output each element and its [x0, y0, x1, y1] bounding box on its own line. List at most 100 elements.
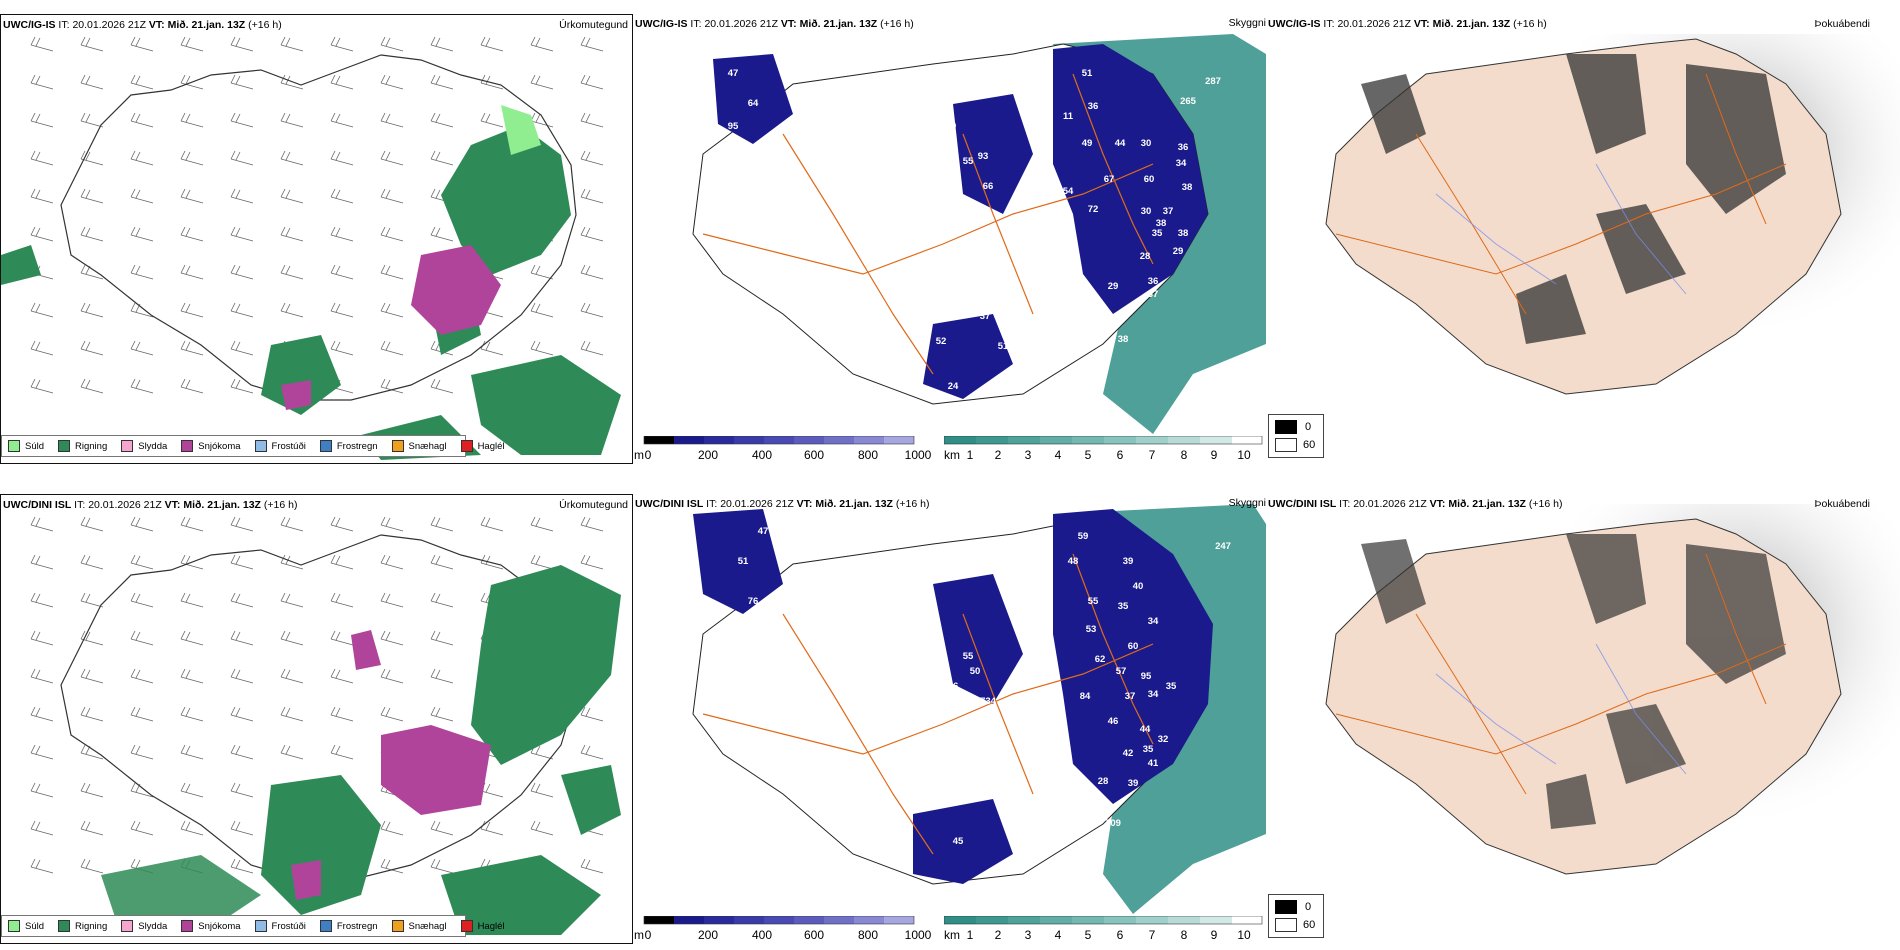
visibility-value-label: 35	[1166, 681, 1177, 692]
visibility-value-label: 62	[1095, 654, 1106, 665]
wind-barb	[180, 820, 204, 836]
wind-barb	[380, 264, 404, 280]
panel-type-title: Úrkomutegund	[559, 499, 628, 511]
visibility-value-label: 35	[1118, 601, 1129, 612]
wind-barb	[430, 150, 454, 166]
swatch-icon	[460, 440, 473, 452]
wind-barb	[180, 302, 204, 318]
wind-barb	[130, 74, 154, 90]
visibility-value-label: 39	[1128, 778, 1139, 789]
wind-barb	[330, 36, 354, 52]
wind-barb	[230, 74, 254, 90]
wind-barb	[30, 706, 54, 722]
legend-item: Haglél	[460, 920, 505, 932]
wind-barb	[230, 36, 254, 52]
wind-barb	[530, 36, 554, 52]
fog-legend-row2: 0 60	[1268, 894, 1324, 938]
wind-barb	[80, 340, 104, 356]
wind-barb	[80, 668, 104, 684]
wind-barb	[380, 74, 404, 90]
visibility-value-label: 51	[738, 556, 749, 567]
wind-barb	[580, 112, 604, 128]
tick-label: 6	[1116, 928, 1124, 942]
wind-barb	[280, 264, 304, 280]
fog-legend-dark-label: 0	[1305, 421, 1312, 433]
visibility-value-label: 55	[1088, 596, 1099, 607]
visibility-value-label: 49	[1082, 138, 1093, 149]
wind-barb	[530, 554, 554, 570]
wind-barb	[580, 858, 604, 874]
wind-barb	[230, 378, 254, 394]
wind-barb	[430, 516, 454, 532]
panel-type-title: Þokuábendi	[1814, 498, 1870, 510]
swatch-icon	[8, 920, 20, 932]
fog-legend-dark-label: 0	[1305, 901, 1312, 913]
wind-barb	[530, 74, 554, 90]
visibility-value-label: 38	[1156, 218, 1167, 229]
visibility-value-label: 59	[1078, 531, 1089, 542]
wind-barb	[330, 188, 354, 204]
wind-barb	[430, 706, 454, 722]
wind-barb	[80, 226, 104, 242]
visibility-value-label: 54	[938, 166, 949, 177]
swatch-icon	[181, 920, 194, 932]
wind-barb	[580, 150, 604, 166]
visibility-value-label: 56	[748, 46, 759, 57]
visibility-panel-row1: 56 47 64 09 95 49 72 54 55 93 66 88 69 209 56 51 36 49 44 3…	[633, 14, 1266, 464]
wind-barb	[30, 782, 54, 798]
wind-barb	[430, 378, 454, 394]
wind-barb	[30, 630, 54, 646]
wind-barb	[180, 188, 204, 204]
panel-type-title: Þokuábendi	[1814, 18, 1870, 30]
visibility-value-label: 75	[878, 641, 889, 652]
legend-item: Snjókoma	[181, 440, 241, 452]
m-scale-bar	[643, 435, 915, 445]
visibility-value-label: 29	[1173, 246, 1184, 257]
visibility-value-label: 56	[933, 648, 944, 659]
precip-type-panel-row2: UWC/DINI ISL IT: 20.01.2026 21Z VT: Mið.…	[0, 494, 633, 944]
wind-barb	[80, 554, 104, 570]
wind-barb	[280, 150, 304, 166]
tick-label: 800	[857, 928, 879, 942]
visibility-value-label: 37	[980, 311, 991, 322]
visibility-value-label: 41	[1148, 758, 1159, 769]
wind-barb	[580, 302, 604, 318]
visibility-value-label: 34	[1148, 616, 1159, 627]
wind-barb	[230, 226, 254, 242]
wind-barb	[180, 112, 204, 128]
wind-barb	[180, 592, 204, 608]
wind-barb	[580, 188, 604, 204]
wind-barb	[130, 112, 154, 128]
wind-barb	[380, 150, 404, 166]
wind-barb	[280, 112, 304, 128]
panel-title: UWC/DINI ISL IT: 20.01.2026 21Z VT: Mið.…	[3, 499, 298, 511]
wind-barb	[230, 150, 254, 166]
wind-barb	[30, 226, 54, 242]
tick-label: 9	[1210, 448, 1218, 462]
tick-label: 3	[1024, 928, 1032, 942]
km-scale-bar	[943, 435, 1263, 445]
panel-title: UWC/IG-IS IT: 20.01.2026 21Z VT: Mið. 21…	[3, 19, 282, 31]
visibility-value-label: 72	[1088, 204, 1099, 215]
wind-barb	[80, 36, 104, 52]
wind-barb	[30, 112, 54, 128]
visibility-value-label: 47	[728, 68, 739, 79]
wind-barb	[80, 858, 104, 874]
wind-barb	[580, 226, 604, 242]
wind-barb	[380, 858, 404, 874]
visibility-m-colorbar-row1: m 0 200 400 600 800 1000	[634, 435, 934, 462]
wind-barb	[130, 782, 154, 798]
tick-label: 4	[1054, 928, 1062, 942]
black-swatch-icon	[1275, 900, 1297, 914]
wind-barb	[80, 264, 104, 280]
tick-label: 7	[1148, 448, 1156, 462]
fog-legend-light-label: 60	[1303, 439, 1316, 451]
wind-barb	[280, 706, 304, 722]
precip-map-row2	[30, 516, 621, 935]
wind-barb	[130, 820, 154, 836]
visibility-value-label: 36	[1088, 101, 1099, 112]
visibility-value-label: 247	[1215, 541, 1231, 552]
wind-barb	[530, 516, 554, 532]
visibility-value-label: 265	[1180, 96, 1197, 107]
